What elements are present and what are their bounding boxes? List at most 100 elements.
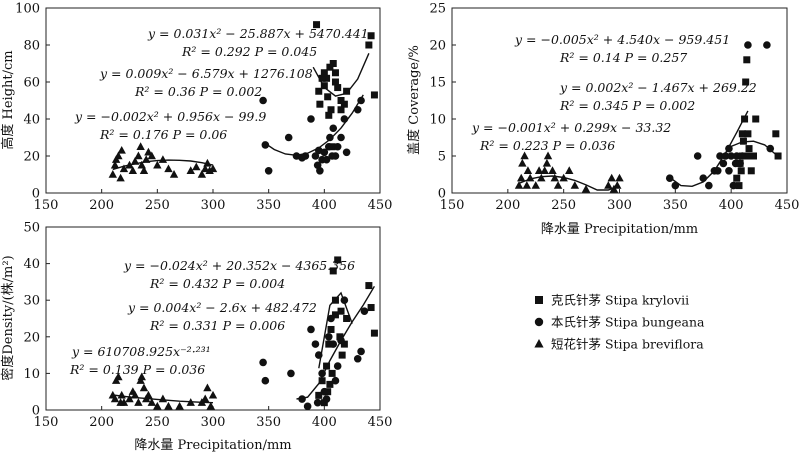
legend-label: 短花针茅 Stipa breviflora [551, 337, 704, 352]
data-point-square [337, 97, 345, 104]
data-point-circle [322, 395, 331, 403]
x-axis-label: 降水量 Precipitation/mm [134, 438, 291, 453]
data-point-circle [360, 307, 369, 315]
data-point-triangle [518, 158, 527, 167]
data-point-square [340, 100, 348, 108]
data-point-triangle [164, 164, 173, 173]
data-point-triangle [110, 160, 120, 169]
data-point-square [331, 78, 339, 86]
data-point-triangle [153, 401, 162, 410]
regression-annotation: R² = 0.345 P = 0.002 [559, 98, 695, 113]
data-point-triangle [128, 166, 138, 174]
chart-panel-1: 150 200 250 300 350 400 450 0 20 40 60 80 100 高度 Heig… [0, 2, 392, 214]
x-tick-label: 300 [201, 415, 226, 430]
data-point-triangle [186, 166, 195, 174]
x-tick-label: 400 [312, 415, 337, 430]
y-tick-label: 0 [438, 187, 446, 202]
data-point-circle [307, 325, 315, 334]
data-point-square [367, 304, 375, 312]
x-tick-label: 450 [775, 198, 800, 213]
data-point-circle [303, 402, 312, 411]
regression-annotation: y = −0.001x² + 0.299x − 33.32 [471, 120, 671, 135]
x-tick-label: 350 [256, 198, 281, 213]
series-square [312, 21, 378, 151]
regression-annotation: y = −0.005x² + 4.540x − 959.451 [514, 32, 730, 47]
data-point-square [329, 60, 337, 67]
data-point-square [774, 152, 782, 160]
data-point-circle [320, 387, 329, 396]
data-point-square [318, 377, 326, 385]
x-tick-label: 450 [368, 415, 393, 430]
data-point-circle [732, 152, 741, 160]
data-point-square [752, 115, 760, 123]
regression-annotation: y = 0.004x² − 2.6x + 482.472 [127, 300, 317, 315]
data-point-square [343, 315, 351, 322]
series-circle [665, 41, 775, 190]
data-point-square [320, 82, 328, 90]
data-point-triangle [114, 151, 123, 160]
y-tick-label: 5 [438, 150, 446, 165]
trend-line-circle [296, 285, 376, 400]
data-point-triangle [144, 390, 153, 399]
series-square [730, 56, 782, 190]
data-point-triangle [117, 390, 126, 399]
x-tick-label: 150 [440, 198, 465, 213]
data-point-triangle [137, 372, 146, 381]
legend: 克氏针茅 Stipa krylovii 本氏针茅 Stipa bungeana 短花… [534, 293, 705, 352]
data-point-square [326, 63, 334, 71]
data-point-circle [298, 154, 306, 162]
data-point-triangle [169, 170, 179, 178]
data-point-circle [326, 133, 334, 142]
data-point-circle [721, 152, 730, 160]
data-point-circle [311, 340, 320, 348]
data-point-square [316, 100, 324, 108]
data-point-triangle [197, 170, 207, 178]
chart-panel-2: 150 200 250 300 350 400 450 0 5 10 15 20 25 降水量 Preci… [406, 2, 799, 238]
regression-annotation: R² = 0.432 P = 0.004 [149, 276, 285, 291]
data-point-triangle [208, 390, 218, 399]
data-point-triangle [542, 158, 552, 167]
data-point-square [320, 399, 328, 407]
regression-annotation: R² = 0.292 P = 0.045 [181, 44, 317, 59]
data-point-circle [314, 351, 323, 359]
regression-annotation: R² = 0.14 P = 0.257 [559, 50, 687, 65]
data-point-circle [287, 369, 295, 378]
data-point-triangle [147, 398, 156, 406]
data-point-square [343, 87, 351, 95]
series-triangle [108, 142, 218, 182]
data-point-square [328, 369, 336, 377]
data-point-circle [719, 159, 728, 168]
data-point-circle [313, 398, 322, 407]
legend-label: 克氏针茅 Stipa krylovii [551, 293, 689, 308]
data-point-triangle [116, 398, 125, 406]
data-point-circle [744, 41, 752, 49]
x-tick-label: 400 [719, 198, 744, 213]
data-point-square [337, 307, 345, 315]
regression-annotation: y = −0.024x² + 20.352x − 4365.356 [123, 258, 355, 273]
data-point-circle [259, 358, 267, 367]
data-point-triangle [514, 181, 524, 189]
data-point-circle [357, 347, 365, 356]
y-tick-label: 15 [429, 76, 446, 91]
data-point-triangle [201, 394, 210, 403]
y-tick-label: 20 [429, 39, 446, 54]
data-point-circle [324, 333, 333, 341]
data-point-triangle [175, 401, 184, 410]
data-point-square [334, 84, 342, 92]
data-point-triangle [604, 181, 613, 189]
data-point-triangle [543, 151, 553, 160]
data-point-triangle [522, 181, 532, 189]
data-point-square [329, 267, 337, 275]
data-point-triangle [537, 173, 546, 182]
chart-panel-3: 150 200 250 300 350 400 450 0 10 20 30 40 50 降水量 Prec… [0, 221, 392, 454]
data-point-triangle [144, 147, 153, 156]
y-tick-label: 40 [23, 113, 40, 128]
data-point-square [744, 130, 752, 138]
y-axis-label: 密度Density/(株/m²) [0, 255, 16, 380]
data-point-circle [738, 152, 747, 160]
data-point-square [327, 106, 335, 114]
data-point-circle [727, 152, 735, 160]
data-point-square [737, 167, 745, 175]
data-point-triangle [540, 166, 549, 174]
x-tick-label: 300 [607, 198, 632, 213]
